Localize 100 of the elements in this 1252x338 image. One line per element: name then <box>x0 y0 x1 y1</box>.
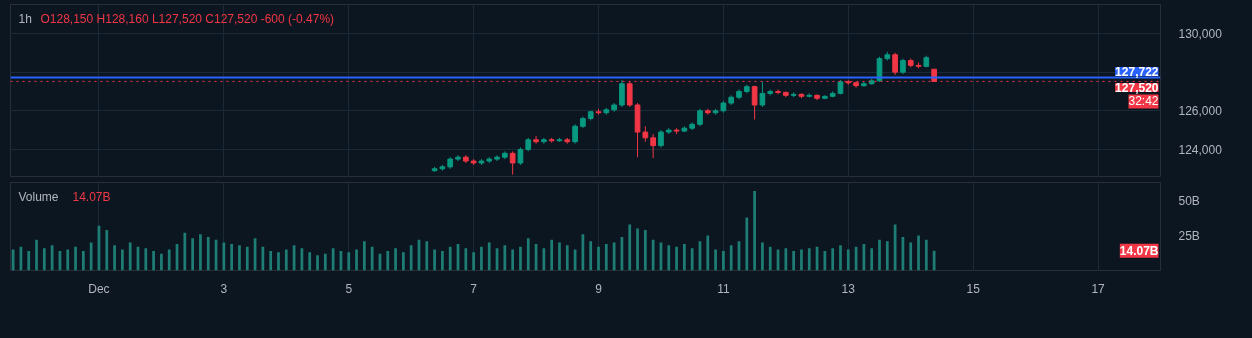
bar <box>191 238 194 271</box>
bar <box>722 250 725 271</box>
x-tick-label: Dec <box>88 281 110 296</box>
bar <box>565 245 569 271</box>
bar <box>878 239 881 271</box>
y-tick-label: 50B <box>1178 193 1200 208</box>
bar <box>651 239 655 271</box>
bar <box>932 250 936 271</box>
bar <box>768 246 772 271</box>
bar <box>284 249 288 271</box>
candlestick <box>494 154 500 162</box>
x-tick-label: 5 <box>345 281 353 296</box>
bar <box>238 245 241 271</box>
bar <box>222 242 226 271</box>
annotation: 1h <box>18 11 32 26</box>
y-tick-label: 124,000 <box>1178 142 1223 157</box>
bar <box>230 243 234 271</box>
bar <box>35 239 38 271</box>
text: Volume <box>18 189 59 204</box>
x-tick-label: 3 <box>220 281 228 296</box>
bar <box>628 224 632 271</box>
candlestick <box>533 135 539 145</box>
bar <box>183 232 187 271</box>
bar <box>81 250 85 271</box>
bar <box>74 246 77 271</box>
candlestick <box>509 150 516 176</box>
bar <box>683 243 686 271</box>
bar <box>846 249 850 271</box>
x-tick-label: 11 <box>717 281 730 296</box>
bar <box>347 252 351 271</box>
bar <box>870 248 874 271</box>
bar <box>511 249 515 271</box>
bar <box>66 249 70 271</box>
candlestick <box>759 81 766 108</box>
bar <box>152 250 155 271</box>
candlestick <box>619 79 625 108</box>
bar <box>690 248 694 271</box>
bar <box>206 236 210 271</box>
candlestick <box>650 133 656 159</box>
bar <box>308 252 312 271</box>
ref-line-label: 127,722 <box>1115 65 1159 80</box>
bar <box>245 246 249 271</box>
bar <box>643 229 647 271</box>
bar <box>503 245 507 271</box>
bar <box>121 249 124 271</box>
ref-line-label: 127,520 <box>1115 80 1159 95</box>
bar <box>269 250 273 271</box>
bar <box>128 242 132 271</box>
bar <box>113 245 116 271</box>
bar <box>464 248 468 271</box>
bar <box>144 248 148 271</box>
bar <box>355 249 358 271</box>
bar <box>917 235 920 271</box>
bar <box>89 242 93 271</box>
annotation: 14.07B <box>1119 243 1159 258</box>
bar <box>316 255 319 271</box>
bar <box>604 243 608 271</box>
bar <box>402 252 405 271</box>
bar <box>27 250 31 271</box>
bar <box>487 242 491 271</box>
bar <box>885 241 889 271</box>
annotation: 14.07B <box>72 189 111 204</box>
bar <box>550 239 554 271</box>
bar <box>667 245 671 271</box>
x-tick-label: 9 <box>595 281 603 296</box>
bar <box>839 245 842 271</box>
bar <box>636 228 639 271</box>
bar <box>199 234 202 271</box>
candlestick <box>751 85 758 120</box>
y-tick-label: 130,000 <box>1178 26 1223 41</box>
x-tick-label: 7 <box>470 281 478 296</box>
y-tick-label: 126,000 <box>1178 104 1223 119</box>
bar <box>675 246 678 271</box>
bar <box>167 249 171 271</box>
annotation: O128,150 H128,160 L127,520 C127,520 -600 (-0.47%) <box>40 11 335 26</box>
bar <box>784 248 788 271</box>
bar <box>761 242 764 271</box>
bar <box>433 249 436 271</box>
bar <box>370 246 374 271</box>
bar <box>362 241 366 271</box>
candlestick <box>892 52 898 76</box>
bar <box>729 245 733 271</box>
bar <box>105 229 109 271</box>
bar <box>831 248 835 271</box>
bar <box>323 253 327 271</box>
bar <box>425 241 429 271</box>
bar <box>160 253 163 271</box>
bar <box>597 246 600 271</box>
bar <box>589 241 593 271</box>
candlestick <box>572 123 578 145</box>
bar <box>924 239 928 271</box>
candlestick <box>541 137 547 145</box>
bar <box>277 252 280 271</box>
bar <box>394 248 397 271</box>
candlestick <box>455 154 461 162</box>
x-tick-label: 17 <box>1091 281 1106 296</box>
bar <box>807 248 811 271</box>
x-tick-label: 13 <box>841 281 856 296</box>
bar <box>714 249 717 271</box>
annotation: 32:42 <box>1128 94 1159 109</box>
